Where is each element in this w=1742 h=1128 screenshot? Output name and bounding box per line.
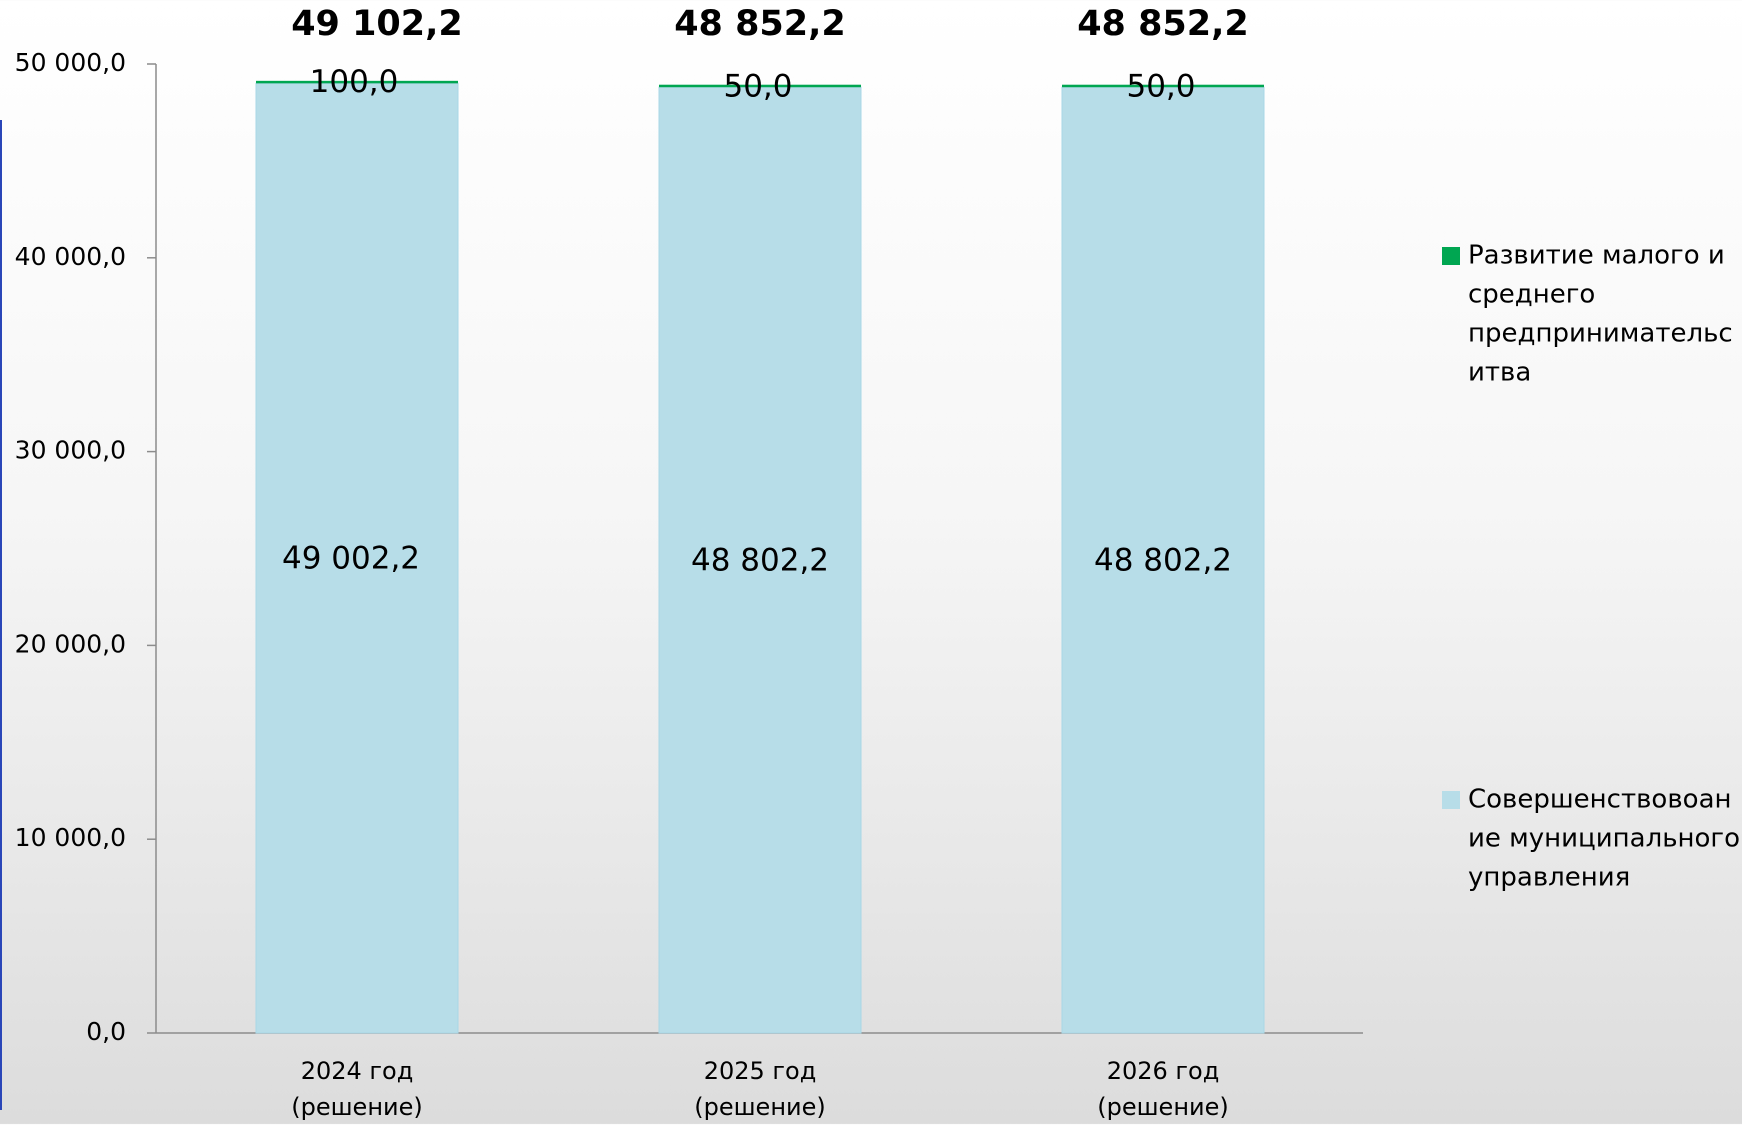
bar-segment-municipal <box>255 82 459 1034</box>
data-label-small-business: 50,0 <box>1126 69 1195 105</box>
bar-segment-municipal <box>658 86 862 1034</box>
y-tick-label: 30 000,0 <box>15 436 126 465</box>
bars <box>255 80 1265 1034</box>
total-label: 48 852,2 <box>1077 4 1249 44</box>
x-tick-label: 2026 год <box>1107 1057 1220 1085</box>
data-label-municipal: 48 802,2 <box>691 543 829 579</box>
bar-segment-small-business <box>1062 84 1264 88</box>
legend-item-small-business: Развитие малого и среднего предприниматель… <box>1442 241 1733 388</box>
total-label: 49 102,2 <box>291 4 463 44</box>
y-axis: 0,0 10 000,0 20 000,0 30 000,0 40 000,0 50 00… <box>15 48 157 1046</box>
y-tick-label: 10 000,0 <box>15 823 126 852</box>
data-labels: 49 002,2 100,0 49 102,2 48 802,2 50,0 48 852,… <box>282 4 1249 579</box>
x-tick-label: 2025 год <box>704 1057 817 1085</box>
legend-label: ие муниципального <box>1468 824 1740 854</box>
bar-segment-small-business <box>256 80 458 84</box>
y-tick-label: 50 000,0 <box>15 48 126 77</box>
total-label: 48 852,2 <box>674 4 846 44</box>
y-tick-label: 0,0 <box>86 1017 126 1046</box>
data-label-municipal: 49 002,2 <box>282 541 420 577</box>
legend-swatch <box>1442 791 1460 809</box>
x-axis: 2024 год (решение) 2025 год (решение) 2026 г… <box>156 1032 1363 1121</box>
x-tick-label: 2024 год <box>301 1057 414 1085</box>
x-tick-label: (решение) <box>694 1093 826 1121</box>
data-label-small-business: 50,0 <box>723 69 792 105</box>
legend: Развитие малого и среднего предприниматель… <box>1442 241 1740 893</box>
legend-label: Развитие малого и <box>1468 241 1725 271</box>
legend-swatch <box>1442 247 1460 265</box>
legend-label: итва <box>1468 358 1531 388</box>
x-tick-label: (решение) <box>1097 1093 1229 1121</box>
legend-label: Совершенствовоан <box>1468 785 1732 815</box>
data-label-municipal: 48 802,2 <box>1094 543 1232 579</box>
legend-label: предпринимательс <box>1468 319 1733 349</box>
x-tick-label: (решение) <box>291 1093 423 1121</box>
legend-label: управления <box>1468 863 1630 893</box>
y-tick-label: 20 000,0 <box>15 629 126 658</box>
legend-item-municipal: Совершенствовоан ие муниципального управле… <box>1442 785 1740 893</box>
bar-segment-small-business <box>659 84 861 88</box>
legend-label: среднего <box>1468 280 1595 310</box>
y-tick-label: 40 000,0 <box>15 242 126 271</box>
left-edge-accent-line <box>0 120 2 1110</box>
bar-segment-municipal <box>1061 86 1265 1034</box>
data-label-small-business: 100,0 <box>310 64 399 100</box>
